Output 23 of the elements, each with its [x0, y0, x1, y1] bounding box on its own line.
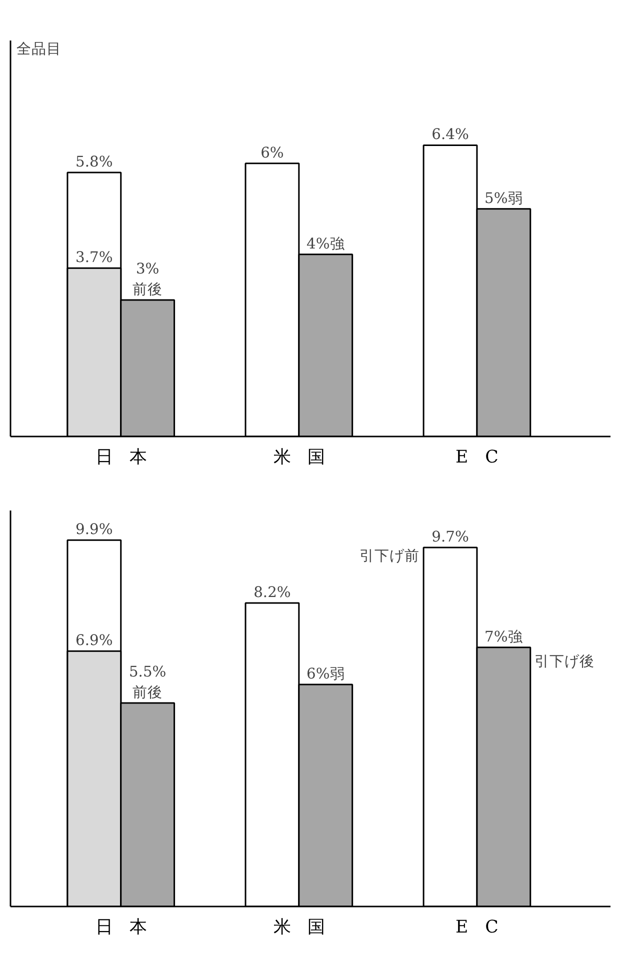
x-tick-label: 日 本	[95, 918, 146, 938]
x-tick-label: 米 国	[273, 918, 324, 938]
data-label: 9.9%	[76, 521, 113, 538]
data-label: 9.7%	[432, 528, 469, 546]
x-tick-label: E C	[456, 448, 498, 468]
data-label: 4%強	[306, 235, 345, 252]
data-label: 6%弱	[306, 665, 345, 682]
data-label: 5%弱	[484, 190, 523, 207]
x-tick-label: 米 国	[273, 448, 324, 468]
series-label: 引下げ後	[534, 652, 594, 670]
data-label: 5.8%	[76, 154, 113, 170]
data-label: 6%	[260, 144, 284, 162]
data-label: 6.9%	[76, 632, 113, 650]
series-label: 引下げ前	[360, 548, 420, 565]
x-tick-label: E C	[456, 918, 498, 938]
data-label: 6.4%	[432, 126, 469, 144]
data-label: 5.5% 前後	[128, 664, 166, 701]
data-label: 7%強	[484, 628, 523, 646]
data-label: 3.7%	[76, 249, 113, 266]
x-tick-label: 日 本	[95, 448, 146, 468]
y-axis-title: 全品目	[16, 40, 62, 58]
data-label: 3% 前後	[132, 260, 163, 298]
data-label: 8.2%	[254, 584, 291, 602]
